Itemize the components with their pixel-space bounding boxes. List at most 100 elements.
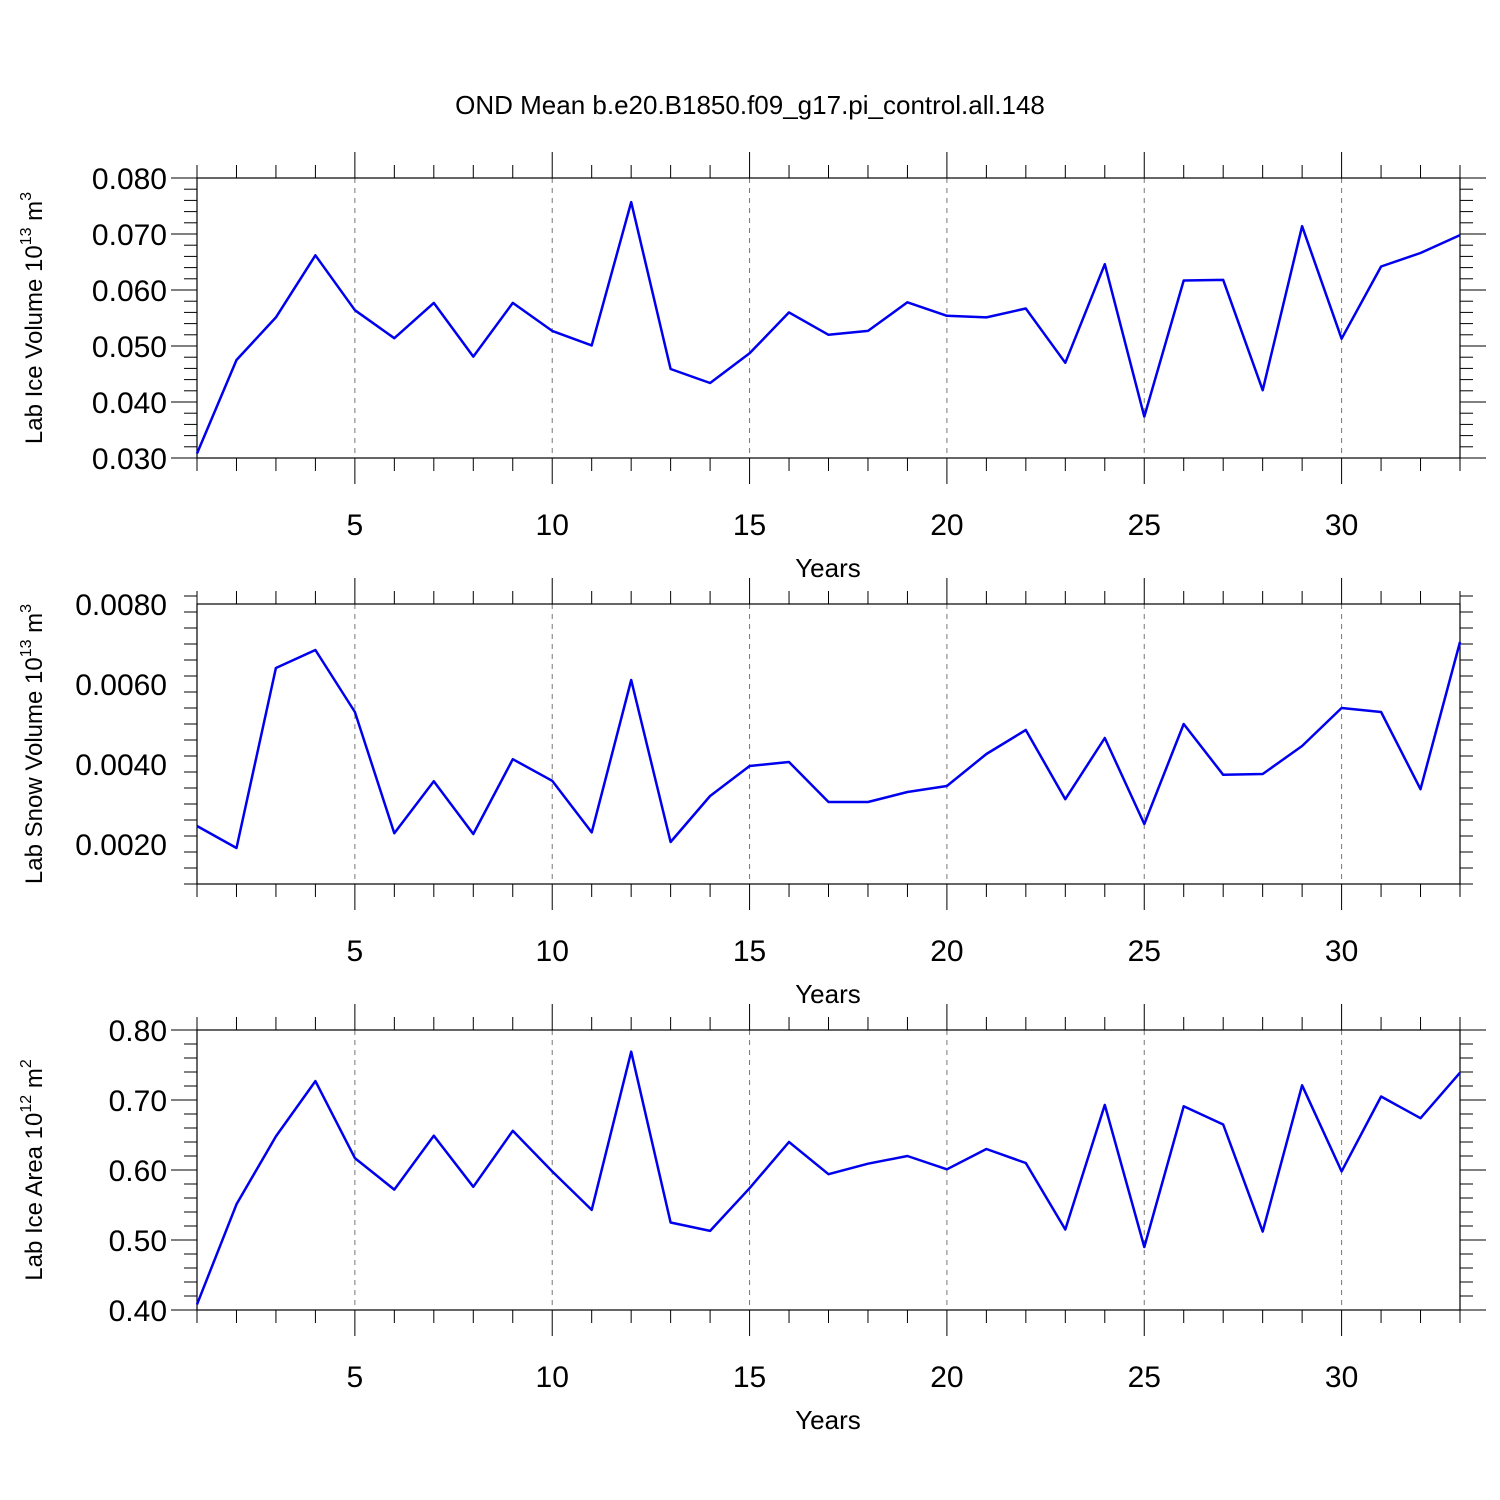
data-point (470, 1184, 476, 1190)
data-point (628, 677, 634, 683)
data-point (1457, 1070, 1463, 1076)
data-point (1023, 727, 1029, 733)
data-point (668, 1220, 674, 1226)
chart-title: OND Mean b.e20.B1850.f09_g17.pi_control.… (455, 90, 1045, 120)
y-tick-label: 0.040 (92, 387, 167, 420)
data-point (194, 823, 200, 829)
data-point (1378, 709, 1384, 715)
data-point (1418, 1115, 1424, 1121)
data-point (470, 354, 476, 360)
data-point (628, 1049, 634, 1055)
y-tick-label: 0.0060 (75, 669, 167, 702)
x-tick-label: 15 (733, 509, 766, 542)
data-point (549, 1168, 555, 1174)
data-point (707, 380, 713, 386)
data-point (589, 829, 595, 835)
data-point (1102, 261, 1108, 267)
data-point (1062, 1227, 1068, 1233)
x-tick-label: 5 (347, 935, 364, 968)
y-tick-label: 0.50 (109, 1225, 167, 1258)
y-tick-label: 0.0020 (75, 829, 167, 862)
data-point (668, 839, 674, 845)
y-tick-label: 0.60 (109, 1155, 167, 1188)
data-point (944, 313, 950, 319)
plot-frame (196, 1029, 1461, 1311)
data-point (826, 332, 832, 338)
data-point (1220, 772, 1226, 778)
data-point (1339, 705, 1345, 711)
data-point (1220, 1122, 1226, 1128)
data-point (470, 831, 476, 837)
data-point (1023, 305, 1029, 311)
x-tick-label: 30 (1325, 935, 1358, 968)
data-point (747, 1185, 753, 1191)
x-axis-label: Years (795, 979, 861, 1009)
data-point (391, 335, 397, 341)
x-tick-label: 20 (930, 935, 963, 968)
data-point (1299, 223, 1305, 229)
panel-1: 0.030 0.040 0.050 0.060 0.070 0.080 5 10 15 20 25 3… (18, 152, 1486, 583)
data-point (1418, 786, 1424, 792)
data-point (1457, 639, 1463, 645)
data-point (1339, 1168, 1345, 1174)
data-point (1023, 1160, 1029, 1166)
x-tick-label: 10 (536, 935, 569, 968)
data-point (1102, 735, 1108, 741)
x-tick-label: 25 (1128, 509, 1161, 542)
x-tick-label: 30 (1325, 509, 1358, 542)
plot-frame (196, 177, 1461, 459)
data-point (431, 1133, 437, 1139)
data-point (431, 778, 437, 784)
data-point (352, 307, 358, 313)
data-point (510, 756, 516, 762)
data-point (865, 328, 871, 334)
y-axis-label: Lab Ice Area 1012 m2 (18, 1059, 48, 1281)
panel-3: 0.40 0.50 0.60 0.70 0.80 5 10 15 20 25 30 Years Lab … (18, 1004, 1486, 1435)
data-point (1141, 821, 1147, 827)
y-tick-label: 0.050 (92, 331, 167, 364)
x-tick-label: 10 (536, 509, 569, 542)
data-point (1102, 1102, 1108, 1108)
y-tick-label: 0.80 (109, 1015, 167, 1048)
data-point (983, 751, 989, 757)
data-point (1260, 387, 1266, 393)
x-axis-label: Years (795, 1405, 861, 1435)
series-line (195, 200, 1461, 454)
data-point (865, 1161, 871, 1167)
data-point (510, 300, 516, 306)
x-tick-label: 25 (1128, 935, 1161, 968)
data-point (786, 309, 792, 315)
data-point (1141, 414, 1147, 420)
y-tick-label: 0.080 (92, 163, 167, 196)
data-point (944, 783, 950, 789)
data-point (1299, 1082, 1305, 1088)
data-point (944, 1166, 950, 1172)
data-point (273, 665, 279, 671)
x-axis-label: Years (795, 553, 861, 583)
x-tick-label: 15 (733, 935, 766, 968)
x-tick-label: 10 (536, 1361, 569, 1394)
data-point (1062, 360, 1068, 366)
data-point (865, 799, 871, 805)
x-tick-label: 25 (1128, 1361, 1161, 1394)
data-point (904, 299, 910, 305)
data-point (589, 1207, 595, 1213)
data-point (1062, 796, 1068, 802)
data-point (786, 759, 792, 765)
data-point (628, 199, 634, 205)
x-tick-label: 15 (733, 1361, 766, 1394)
data-point (1260, 1229, 1266, 1235)
data-point (1339, 336, 1345, 342)
data-point (983, 314, 989, 320)
data-point (1418, 250, 1424, 256)
data-point (1299, 743, 1305, 749)
y-tick-label: 0.70 (109, 1085, 167, 1118)
y-tick-label: 0.070 (92, 219, 167, 252)
data-point (1378, 1094, 1384, 1100)
data-point (668, 366, 674, 372)
x-tick-label: 30 (1325, 1361, 1358, 1394)
y-tick-label: 0.40 (109, 1295, 167, 1328)
data-point (1260, 771, 1266, 777)
data-point (786, 1139, 792, 1145)
